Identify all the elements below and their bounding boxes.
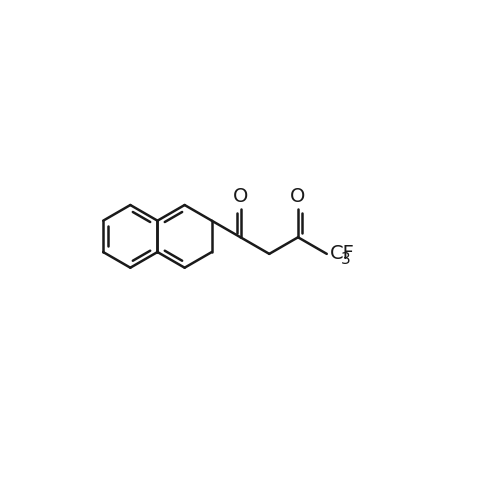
Text: CF: CF bbox=[330, 244, 354, 263]
Text: O: O bbox=[290, 187, 306, 206]
Text: O: O bbox=[233, 187, 248, 206]
Text: 3: 3 bbox=[341, 251, 351, 266]
